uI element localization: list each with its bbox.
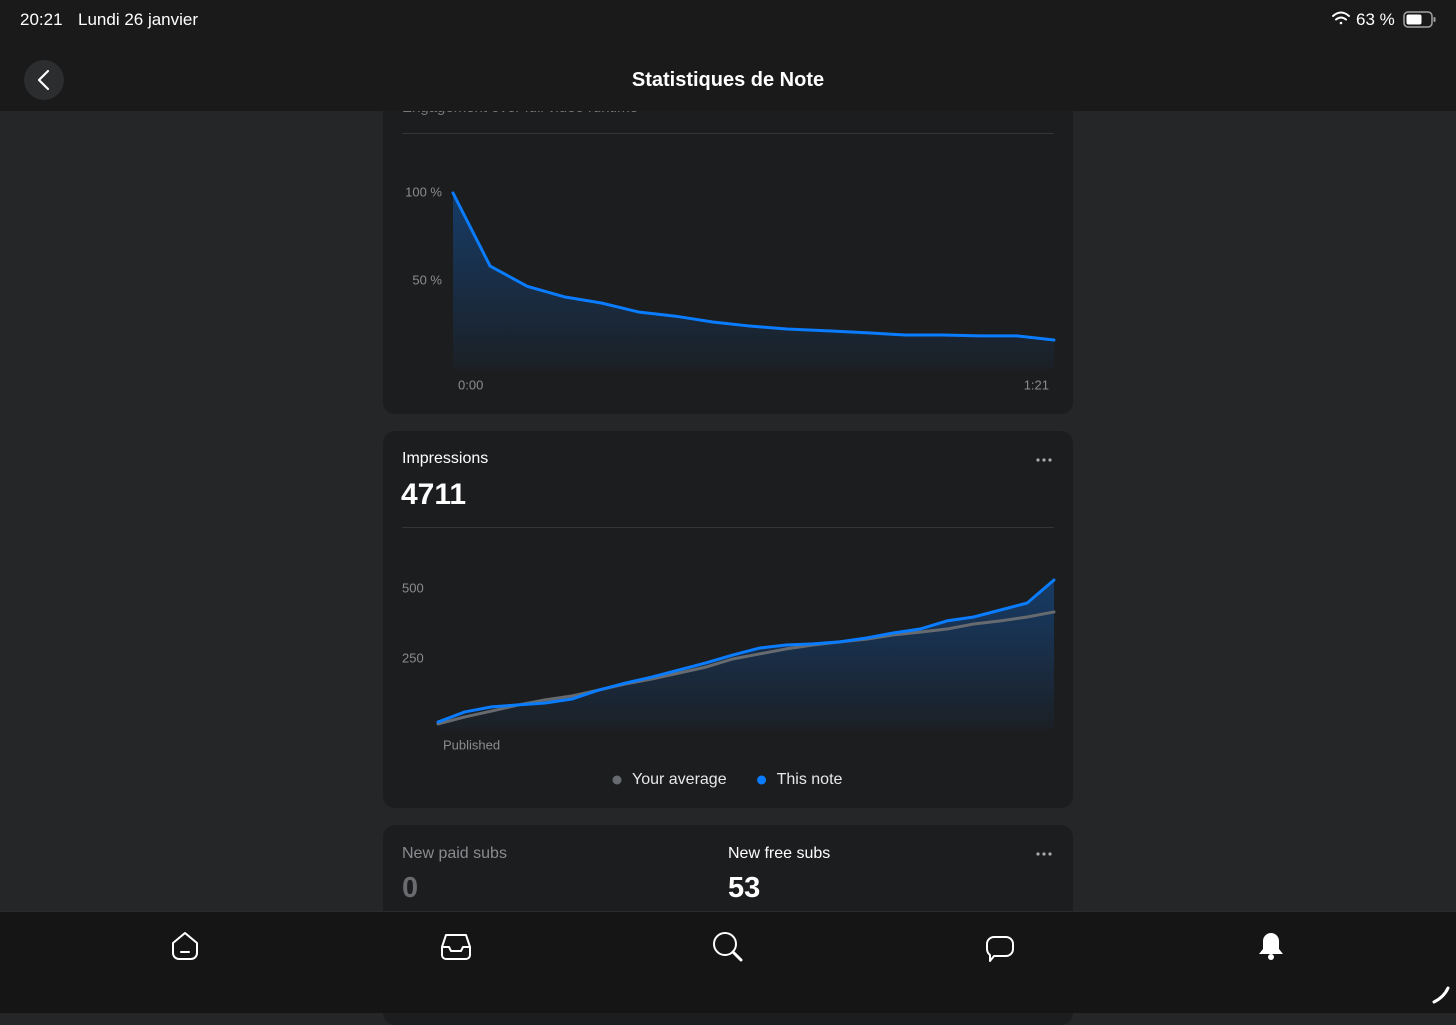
impressions-total: 4711: [401, 478, 467, 511]
more-button[interactable]: [1030, 450, 1058, 470]
tab-bar: [0, 911, 1456, 1013]
x-tick-label: 1:21: [1024, 377, 1049, 392]
area-fill: [453, 193, 1054, 369]
battery-icon: [1403, 11, 1436, 28]
legend-label: This note: [777, 771, 843, 788]
status-date: Lundi 26 janvier: [78, 10, 199, 29]
status-time: 20:21: [20, 10, 63, 29]
x-tick-label: 0:00: [458, 377, 483, 392]
chat-tab[interactable]: [986, 936, 1014, 962]
top-bar: [0, 0, 1456, 111]
y-tick-label: 100 %: [405, 184, 442, 199]
free-subs-label: New free subs: [728, 845, 831, 862]
wifi-icon: [1332, 11, 1350, 25]
notifications-tab[interactable]: [1259, 933, 1283, 960]
area-fill: [438, 580, 1054, 729]
paid-subs-value: 0: [402, 872, 419, 904]
y-tick-label: 250: [402, 650, 424, 665]
top-icons: [24, 11, 1436, 100]
data-line: [436, 610, 1056, 726]
home-tab[interactable]: [172, 932, 198, 960]
free-subs-value: 53: [728, 872, 761, 904]
data-line: [451, 191, 1056, 342]
x-tick-label: Published: [443, 737, 500, 752]
y-tick-label: 50 %: [412, 272, 442, 287]
data-line: [436, 578, 1056, 724]
more-button[interactable]: [1030, 844, 1058, 864]
tab-icons: [172, 932, 1450, 1004]
divider: [402, 133, 1054, 134]
legend-marker: [612, 775, 622, 785]
back-button[interactable]: [24, 60, 64, 100]
legend-marker: [757, 775, 767, 785]
paid-subs-label: New paid subs: [402, 845, 507, 862]
inbox-tab[interactable]: [441, 934, 471, 960]
impressions-title: Impressions: [402, 450, 489, 467]
legend-label: Your average: [632, 771, 727, 788]
corner-indicator: [1432, 986, 1450, 1004]
battery-percent: 63 %: [1356, 10, 1395, 29]
divider: [402, 527, 1054, 528]
y-tick-label: 500: [402, 580, 424, 595]
page-title: Statistiques de Note: [631, 69, 825, 91]
search-tab[interactable]: [713, 932, 743, 962]
